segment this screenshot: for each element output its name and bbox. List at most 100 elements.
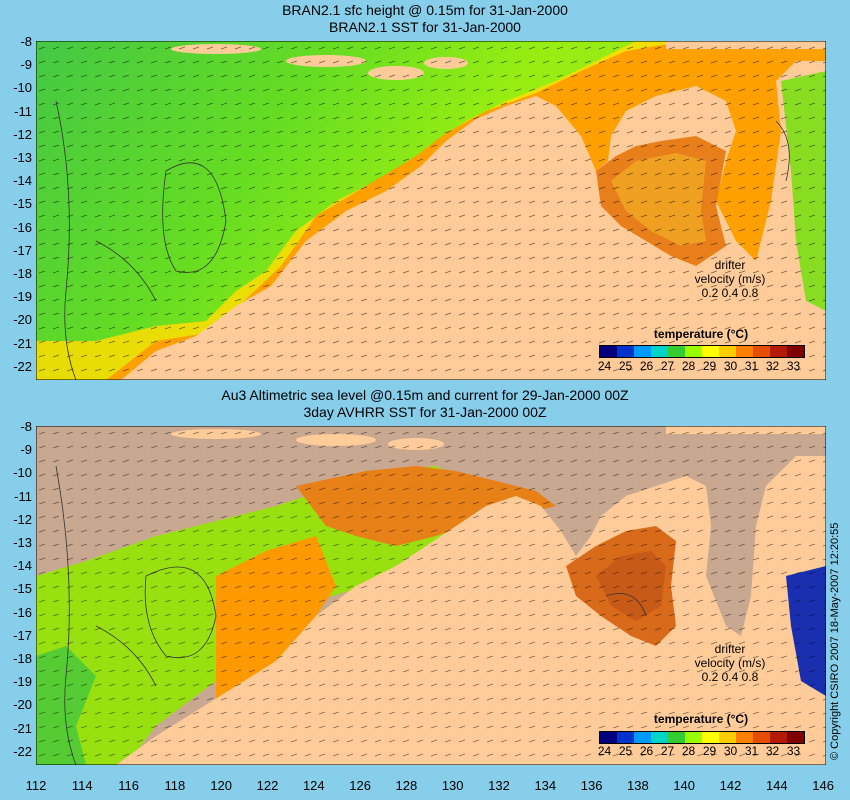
colorbar-swatch — [753, 732, 770, 743]
colorbar-label: 28 — [681, 744, 696, 758]
drifter-velocity-label: velocity (m/s) — [694, 272, 766, 286]
colorbar-swatch — [600, 732, 617, 743]
x-tick-label: 128 — [395, 778, 418, 793]
top-panel-subtitle: BRAN2.1 SST for 31-Jan-2000 — [329, 19, 521, 35]
drifter-scale: 0.2 0.4 0.8 — [701, 670, 759, 684]
colorbar-swatch — [685, 732, 702, 743]
bottom-drifter-legend: drifter velocity (m/s) 0.2 0.4 0.8 — [690, 642, 770, 684]
y-tick-label: -10 — [13, 80, 32, 96]
colorbar-swatch — [668, 732, 685, 743]
y-tick-label: -11 — [14, 488, 32, 504]
colorbar-swatch — [702, 346, 719, 357]
colorbar-swatch — [600, 346, 617, 357]
colorbar-label: 24 — [597, 744, 612, 758]
y-tick-label: -22 — [13, 358, 32, 374]
drifter-velocity-label: velocity (m/s) — [694, 656, 766, 670]
colorbar-label: 29 — [702, 359, 717, 373]
y-tick-label: -12 — [13, 126, 32, 142]
colorbar-swatch — [668, 346, 685, 357]
copyright-text: © Copyright CSIRO 2007 18-May-2007 12:20… — [829, 522, 841, 760]
y-tick-label: -21 — [13, 720, 32, 736]
colorbar-swatch — [736, 732, 753, 743]
colorbar-label: 31 — [744, 359, 759, 373]
drifter-label: drifter — [714, 642, 746, 656]
colorbar-swatch — [787, 732, 804, 743]
colorbar-label: 26 — [639, 359, 654, 373]
colorbar-swatch — [770, 346, 787, 357]
colorbar-label: 27 — [660, 359, 675, 373]
x-tick-label: 124 — [302, 778, 325, 793]
colorbar-swatch — [719, 732, 736, 743]
colorbar-label: 25 — [618, 744, 633, 758]
y-tick-label: -19 — [13, 289, 32, 305]
x-tick-label: 136 — [580, 778, 603, 793]
colorbar-swatch — [753, 346, 770, 357]
x-tick-label: 118 — [164, 778, 186, 793]
bottom-colorbar — [599, 731, 805, 744]
colorbar-label: 32 — [765, 744, 780, 758]
colorbar-label: 29 — [702, 744, 717, 758]
colorbar-swatch — [685, 346, 702, 357]
y-tick-label: -10 — [13, 465, 32, 481]
y-tick-label: -19 — [13, 674, 32, 690]
x-tick-label: 112 — [25, 778, 47, 793]
colorbar-swatch — [736, 346, 753, 357]
colorbar-label: 24 — [597, 359, 612, 373]
y-tick-label: -14 — [13, 558, 32, 574]
y-tick-label: -8 — [20, 419, 32, 434]
colorbar-label: 31 — [744, 744, 759, 758]
colorbar-swatch — [719, 346, 736, 357]
colorbar-label: 30 — [723, 359, 738, 373]
top-drifter-legend: drifter velocity (m/s) 0.2 0.4 0.8 — [690, 258, 770, 300]
y-tick-label: -16 — [13, 219, 32, 235]
drifter-scale: 0.2 0.4 0.8 — [701, 286, 759, 300]
y-tick-label: -14 — [13, 173, 32, 189]
drifter-label: drifter — [714, 258, 746, 272]
y-tick-label: -9 — [20, 442, 32, 458]
y-tick-label: -13 — [13, 535, 32, 550]
bottom-colorbar-labels: 24 25 26 27 28 29 30 31 32 33 — [594, 744, 804, 758]
colorbar-label: 32 — [765, 359, 780, 373]
top-legend-title: temperature (°C) — [653, 327, 749, 341]
colorbar-swatch — [634, 346, 651, 357]
copyright-notice: © Copyright CSIRO 2007 18-May-2007 12:20… — [826, 470, 846, 760]
x-tick-label: 134 — [534, 778, 557, 793]
colorbar-label: 25 — [618, 359, 633, 373]
colorbar-swatch — [651, 346, 668, 357]
bottom-panel-subtitle: 3day AVHRR SST for 31-Jan-2000 00Z — [303, 404, 547, 420]
colorbar-label: 30 — [723, 744, 738, 758]
y-tick-label: -17 — [13, 627, 32, 643]
colorbar-swatch — [651, 732, 668, 743]
colorbar-label: 33 — [786, 359, 801, 373]
colorbar-label: 27 — [660, 744, 675, 758]
colorbar-swatch — [634, 732, 651, 743]
y-tick-label: -22 — [13, 743, 32, 759]
y-tick-label: -20 — [13, 312, 32, 328]
y-tick-label: -11 — [14, 103, 32, 119]
y-tick-label: -21 — [13, 335, 32, 351]
colorbar-swatch — [617, 732, 634, 743]
y-tick-label: -17 — [13, 242, 32, 258]
top-colorbar-labels: 24 25 26 27 28 29 30 31 32 33 — [594, 359, 804, 373]
top-panel-title: BRAN2.1 sfc height @ 0.15m for 31-Jan-20… — [282, 2, 568, 18]
top-sst-map — [36, 41, 826, 380]
x-tick-label: 114 — [71, 778, 93, 793]
y-tick-label: -12 — [13, 511, 32, 527]
colorbar-swatch — [770, 732, 787, 743]
x-tick-label: 116 — [118, 778, 139, 793]
colorbar-label: 28 — [681, 359, 696, 373]
x-tick-label: 120 — [210, 778, 233, 793]
x-tick-label: 122 — [256, 778, 279, 793]
colorbar-swatch — [617, 346, 634, 357]
colorbar-label: 26 — [639, 744, 654, 758]
colorbar-swatch — [787, 346, 804, 357]
colorbar-swatch — [702, 732, 719, 743]
x-tick-label: 132 — [488, 778, 510, 793]
y-tick-label: -18 — [13, 266, 32, 281]
y-tick-label: -20 — [13, 697, 32, 713]
x-tick-label: 144 — [765, 778, 788, 793]
x-tick-label: 130 — [441, 778, 464, 793]
y-tick-label: -13 — [13, 150, 32, 165]
x-tick-label: 146 — [812, 778, 834, 793]
y-tick-label: -15 — [13, 196, 32, 212]
